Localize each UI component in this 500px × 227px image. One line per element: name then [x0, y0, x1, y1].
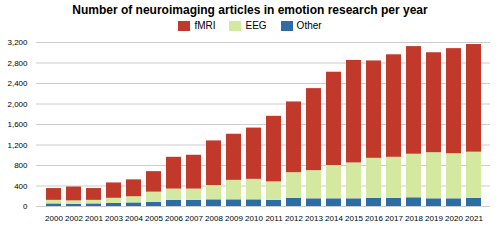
svg-text:2014: 2014 — [325, 214, 343, 223]
svg-text:3,200: 3,200 — [7, 38, 28, 47]
svg-text:2019: 2019 — [425, 214, 443, 223]
svg-text:2013: 2013 — [305, 214, 323, 223]
svg-text:2018: 2018 — [405, 214, 423, 223]
svg-text:2000: 2000 — [45, 214, 63, 223]
svg-text:0: 0 — [23, 202, 28, 211]
svg-text:2012: 2012 — [285, 214, 303, 223]
svg-text:2002: 2002 — [65, 214, 83, 223]
svg-text:800: 800 — [14, 161, 28, 170]
svg-text:2016: 2016 — [365, 214, 383, 223]
svg-text:2006: 2006 — [165, 214, 183, 223]
svg-text:2008: 2008 — [205, 214, 223, 223]
svg-text:400: 400 — [14, 182, 28, 191]
svg-text:2,800: 2,800 — [7, 59, 28, 68]
svg-text:2,000: 2,000 — [7, 100, 28, 109]
svg-text:2005: 2005 — [145, 214, 163, 223]
html-text:Other: Other — [296, 20, 322, 31]
svg-text:2021: 2021 — [465, 214, 483, 223]
svg-text:2015: 2015 — [345, 214, 363, 223]
svg-text:2011: 2011 — [265, 214, 283, 223]
svg-text:2003: 2003 — [105, 214, 123, 223]
html-text:fMRI: fMRI — [194, 20, 216, 31]
svg-text:2020: 2020 — [445, 214, 463, 223]
svg-text:2010: 2010 — [245, 214, 263, 223]
svg-text:2017: 2017 — [385, 214, 403, 223]
svg-text:2001: 2001 — [85, 214, 103, 223]
html-text:Number of neuroimaging article: Number of neuroimaging articles in emoti… — [72, 3, 428, 17]
svg-text:2007: 2007 — [185, 214, 203, 223]
svg-text:2004: 2004 — [125, 214, 143, 223]
html-text:EEG: EEG — [245, 20, 267, 31]
svg-text:1,200: 1,200 — [7, 141, 28, 150]
svg-text:1,600: 1,600 — [7, 120, 28, 129]
svg-text:2,400: 2,400 — [7, 79, 28, 88]
svg-text:2009: 2009 — [225, 214, 243, 223]
